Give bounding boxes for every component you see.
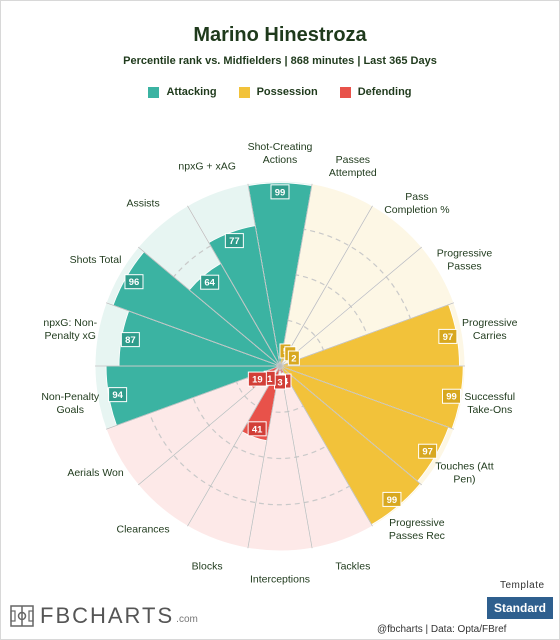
value-label-npxg-non-penalty-xg: 87 bbox=[120, 332, 140, 348]
value-label-assists: 64 bbox=[200, 274, 220, 290]
category-label-blocks: Blocks bbox=[192, 561, 223, 573]
spoke-1 bbox=[247, 183, 281, 367]
template-label: Template bbox=[500, 580, 545, 591]
spoke-10 bbox=[279, 365, 313, 549]
svg-text:3: 3 bbox=[277, 378, 282, 389]
spoke-8 bbox=[279, 365, 422, 486]
chart-title: Marino Hinestroza bbox=[193, 24, 367, 46]
spoke-5 bbox=[279, 302, 454, 367]
spoke-18 bbox=[187, 205, 281, 367]
spoke-7 bbox=[279, 365, 454, 430]
category-label-pass-completion: Pass Completion % bbox=[384, 191, 449, 216]
spoke-4 bbox=[279, 246, 422, 367]
category-label-progressive-carries: Progressive Carries bbox=[462, 317, 518, 342]
pitch-icon bbox=[10, 605, 34, 627]
svg-text:97: 97 bbox=[443, 332, 454, 343]
value-label-non-penalty-goals: 94 bbox=[108, 387, 128, 403]
category-label-npxg-non-penalty-xg: npxG: Non-Penalty xG bbox=[43, 317, 97, 342]
category-label-interceptions: Interceptions bbox=[250, 574, 310, 586]
svg-text:77: 77 bbox=[229, 236, 240, 247]
legend-item-attacking: Attacking bbox=[148, 86, 217, 98]
legend-label-possession: Possession bbox=[256, 86, 318, 98]
legend-swatch-defending bbox=[339, 86, 351, 98]
legend-label-attacking: Attacking bbox=[166, 86, 217, 98]
category-label-shot-creating-actions: Shot-Creating Actions bbox=[248, 141, 313, 166]
svg-text:2: 2 bbox=[291, 354, 296, 365]
value-label-interceptions: 3 bbox=[274, 374, 286, 390]
svg-text:99: 99 bbox=[387, 495, 398, 506]
svg-text:19: 19 bbox=[252, 375, 263, 386]
value-label-blocks: 41 bbox=[247, 421, 267, 437]
svg-text:94: 94 bbox=[112, 390, 123, 401]
spoke-3 bbox=[279, 205, 373, 367]
category-label-clearances: Clearances bbox=[117, 524, 170, 536]
category-label-touches-att-pen: Touches (Att Pen) bbox=[435, 461, 493, 486]
svg-text:97: 97 bbox=[422, 447, 433, 458]
svg-text:1: 1 bbox=[267, 374, 273, 385]
category-label-progressive-passes: Progressive Passes bbox=[437, 248, 493, 273]
credit-text: @fbcharts | Data: Opta/FBref bbox=[377, 624, 507, 635]
logo-text: FBCHARTS bbox=[40, 603, 175, 628]
category-label-tackles: Tackles bbox=[335, 561, 370, 573]
value-label-touches-att-pen: 97 bbox=[418, 443, 438, 459]
chart-subtitle: Percentile rank vs. Midfielders | 868 mi… bbox=[123, 55, 437, 67]
svg-text:99: 99 bbox=[275, 187, 286, 198]
logo-suffix: .com bbox=[176, 614, 198, 625]
category-label-npxg-xag: npxG + xAG bbox=[178, 160, 235, 172]
template-standard-button[interactable]: Standard bbox=[487, 597, 553, 619]
category-label-successful-take-ons: Successful Take-Ons bbox=[464, 391, 515, 416]
category-label-assists: Assists bbox=[126, 197, 159, 209]
legend: Attacking Possession Defending bbox=[0, 86, 560, 98]
category-label-shots-total: Shots Total bbox=[70, 254, 122, 266]
spoke-17 bbox=[138, 246, 281, 367]
value-label-shots-total: 96 bbox=[124, 274, 144, 290]
spoke-9 bbox=[279, 365, 373, 527]
category-label-progressive-passes-rec: Progressive Passes Rec bbox=[389, 517, 445, 542]
svg-text:99: 99 bbox=[446, 392, 457, 403]
svg-text:87: 87 bbox=[125, 335, 136, 346]
value-label-progressive-passes: 2 bbox=[287, 350, 300, 366]
value-label-npxg-xag: 77 bbox=[224, 233, 244, 249]
legend-swatch-possession bbox=[238, 86, 250, 98]
spoke-12 bbox=[187, 365, 281, 527]
spoke-16 bbox=[106, 302, 281, 367]
value-label-progressive-passes-rec: 99 bbox=[382, 491, 402, 507]
spoke-11 bbox=[247, 365, 281, 549]
value-label-aerials-won: 19 bbox=[247, 371, 267, 387]
svg-text:96: 96 bbox=[129, 277, 140, 288]
spoke-2 bbox=[279, 183, 313, 367]
category-label-passes-attempted: Passes Attempted bbox=[329, 154, 377, 179]
legend-swatch-attacking bbox=[148, 86, 160, 98]
legend-item-defending: Defending bbox=[339, 86, 412, 98]
value-label-shot-creating-actions: 99 bbox=[270, 184, 290, 200]
category-label-aerials-won: Aerials Won bbox=[67, 467, 124, 479]
fbcharts-logo: FBCHARTS .com bbox=[10, 605, 198, 627]
svg-text:64: 64 bbox=[204, 278, 215, 289]
value-label-successful-take-ons: 99 bbox=[442, 388, 462, 404]
svg-text:41: 41 bbox=[252, 424, 263, 435]
legend-label-defending: Defending bbox=[357, 86, 412, 98]
value-label-progressive-carries: 97 bbox=[438, 328, 458, 344]
category-label-non-penalty-goals: Non-Penalty Goals bbox=[41, 391, 100, 416]
legend-item-possession: Possession bbox=[238, 86, 318, 98]
